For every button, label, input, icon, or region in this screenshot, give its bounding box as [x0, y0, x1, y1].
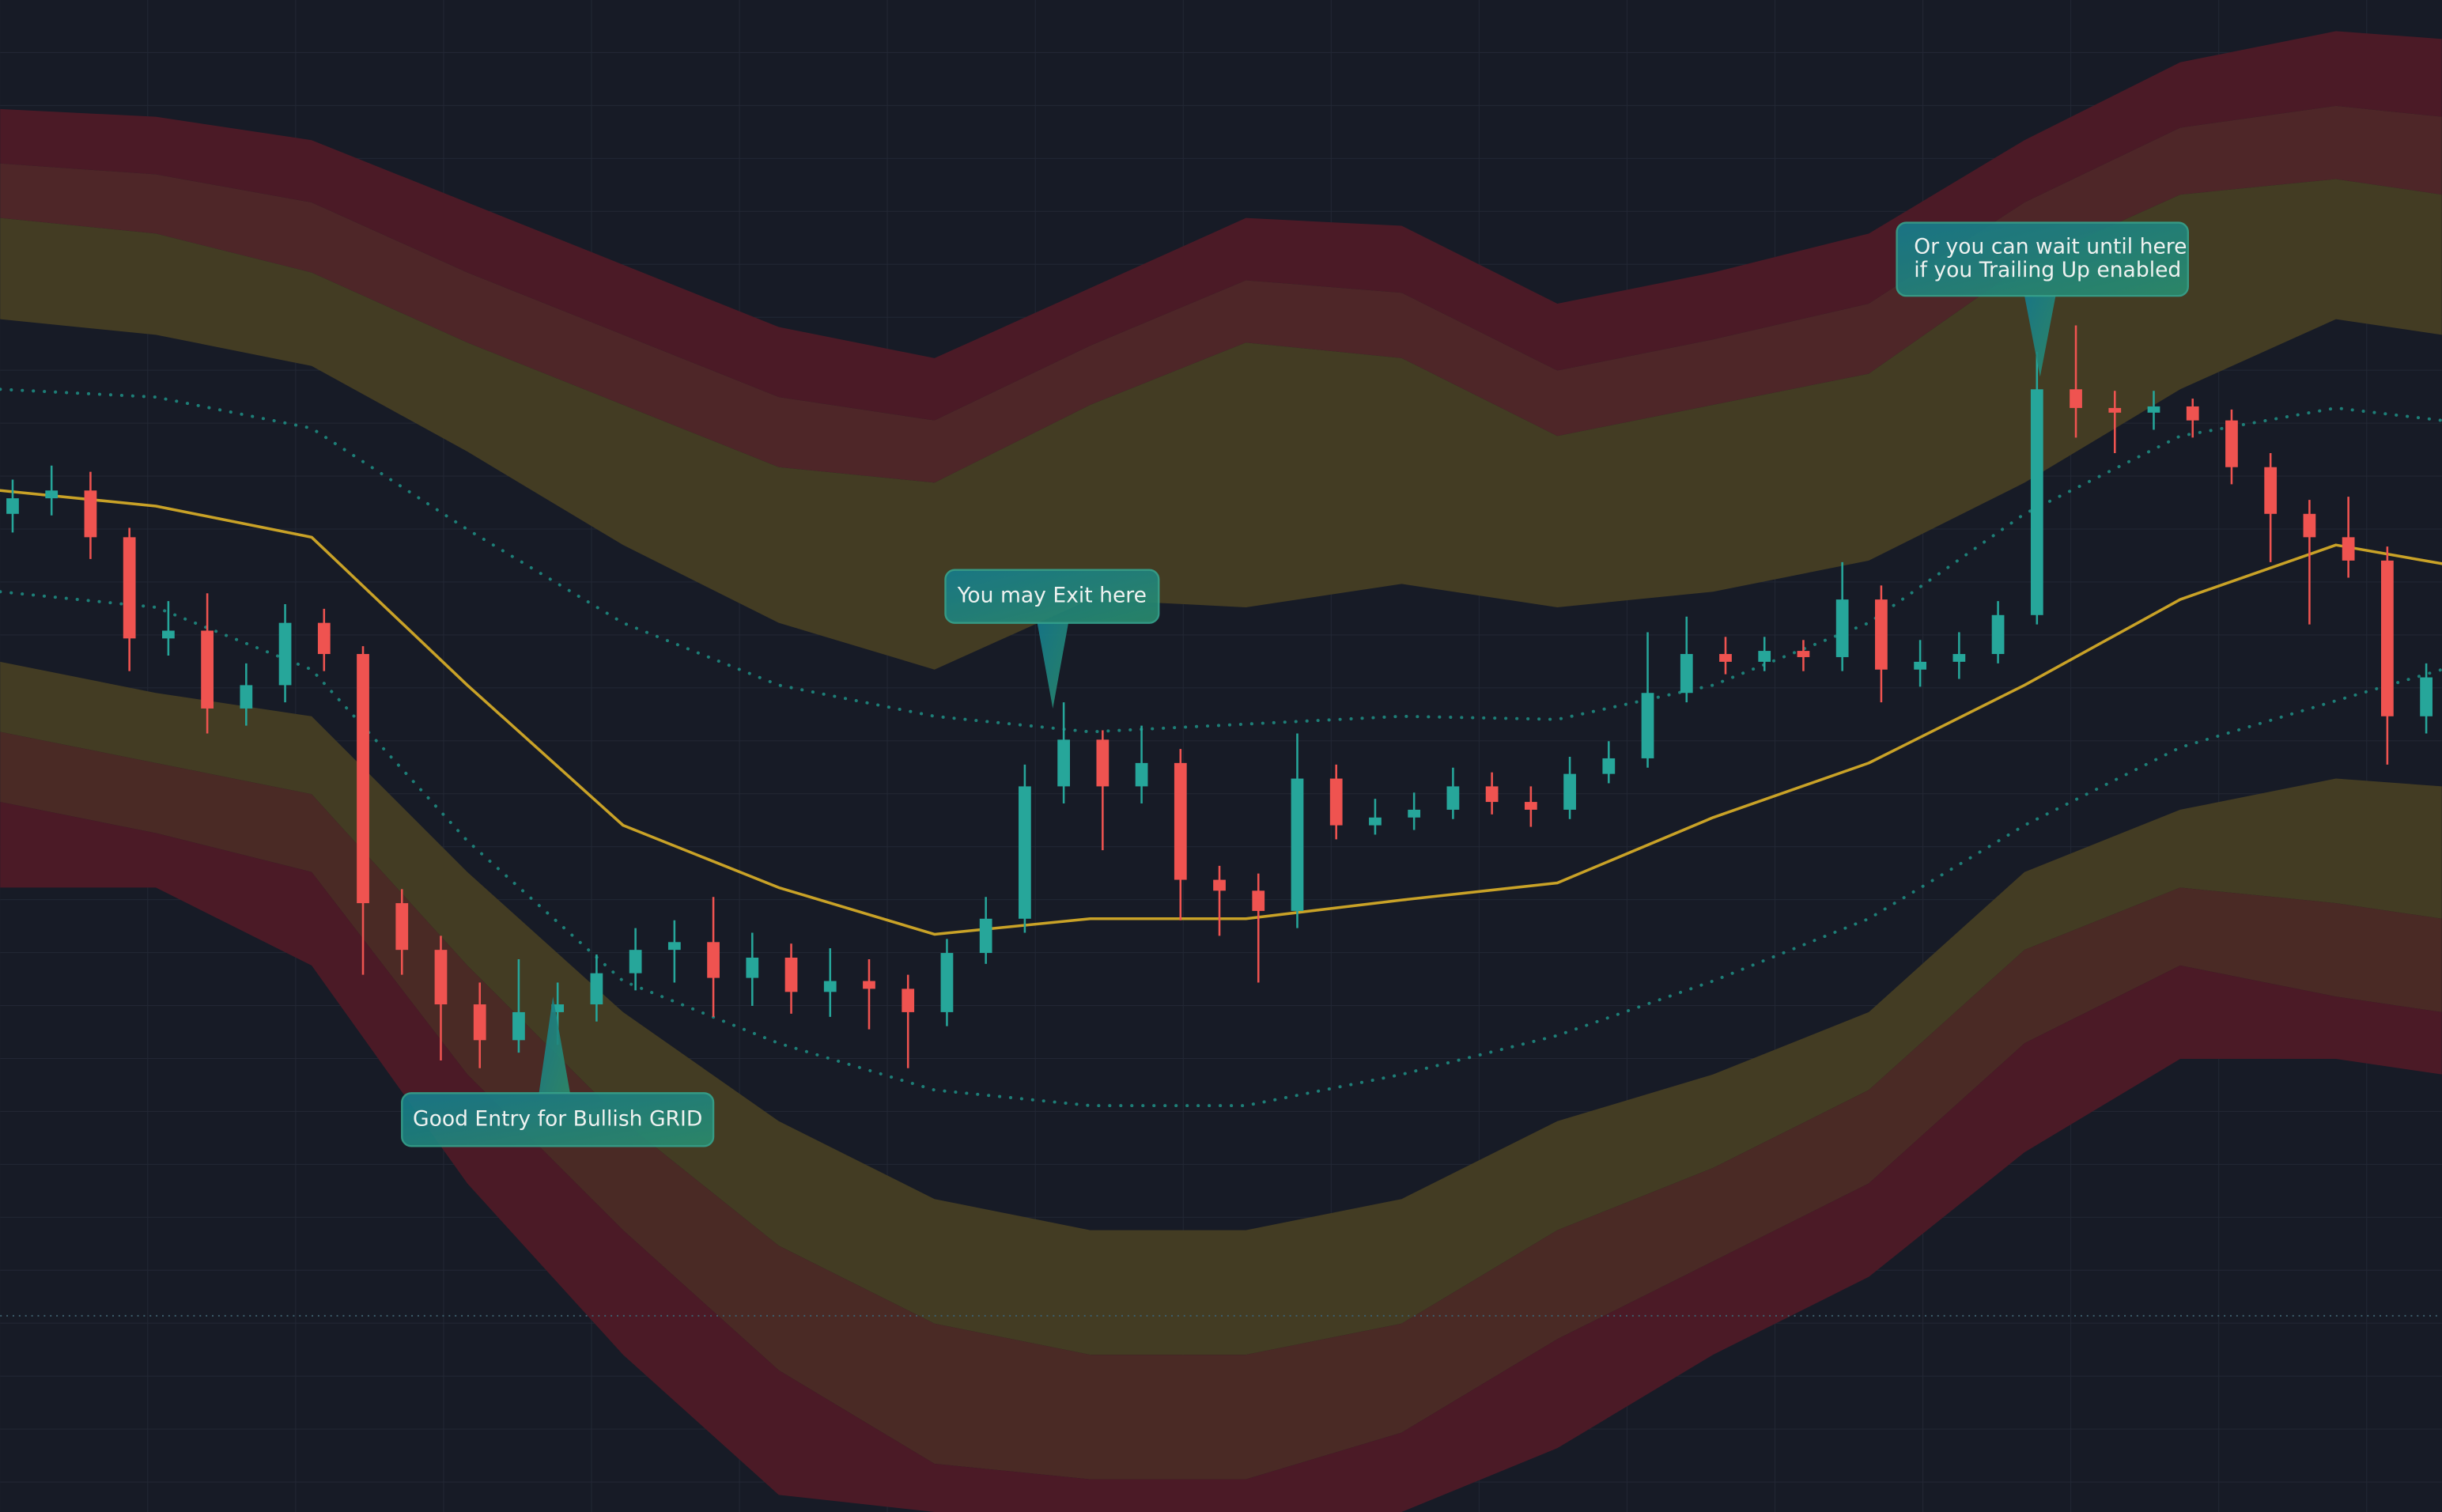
candle-body — [162, 630, 175, 639]
candle-body — [1797, 651, 1810, 657]
candle-body — [1485, 786, 1499, 803]
candle-body — [590, 973, 603, 1005]
band-area — [0, 661, 2442, 1355]
candle-body — [278, 622, 292, 686]
band-area — [0, 31, 2442, 421]
candle-body — [1563, 773, 1576, 810]
callout-text: if you Trailing Up enabled — [1914, 258, 2181, 282]
callout-pointer — [2024, 296, 2056, 377]
candle-body — [434, 950, 448, 1005]
candle-body — [1369, 817, 1382, 826]
candle-body — [1291, 778, 1304, 911]
candle-body — [357, 654, 369, 904]
candle-body — [1914, 661, 1927, 670]
candle-body — [823, 981, 837, 992]
lines — [0, 387, 2442, 1317]
candle-body — [2303, 513, 2316, 538]
callout-box — [1896, 221, 2189, 297]
candle-body — [1680, 654, 1693, 694]
candle-body — [940, 953, 954, 1012]
candle-body — [1057, 739, 1070, 787]
candle-body — [1602, 758, 1616, 774]
candle-body — [667, 942, 681, 951]
candle-body — [863, 981, 875, 989]
candle-body — [1019, 786, 1031, 919]
candle-body — [2070, 389, 2082, 408]
candle-body — [123, 537, 136, 639]
candle-body — [317, 622, 331, 655]
candle-body — [2147, 406, 2160, 413]
candle-body — [551, 1004, 565, 1012]
candle-body — [84, 490, 97, 538]
candle-body — [2030, 389, 2043, 615]
callout-text: Or you can wait until here — [1914, 235, 2187, 259]
candle-body — [1135, 762, 1148, 787]
candles — [6, 325, 2433, 1068]
candle-body — [395, 903, 409, 951]
candle-body — [512, 1011, 525, 1041]
candle-body — [1174, 762, 1187, 880]
callout: Good Entry for Bullish GRID — [401, 996, 715, 1147]
candle-body — [979, 918, 992, 954]
band-area — [0, 105, 2442, 483]
candle-body — [1641, 693, 1654, 758]
callout-pointer — [1037, 622, 1069, 709]
candle-body — [473, 1004, 486, 1041]
candle-body — [1758, 651, 1771, 662]
candle-body — [1719, 654, 1732, 662]
candle-body — [2420, 677, 2433, 716]
candle-body — [746, 957, 759, 978]
band-area — [0, 731, 2442, 1480]
band-area — [0, 802, 2442, 1512]
candle-body — [902, 988, 915, 1012]
candle-body — [1952, 654, 1966, 662]
callout-box — [401, 1092, 715, 1147]
candle-body — [784, 957, 798, 992]
line-series — [0, 489, 2442, 936]
line-series — [0, 590, 2442, 1108]
candle-body — [45, 490, 59, 499]
candle-body — [1524, 802, 1537, 810]
candle-body — [2225, 420, 2238, 467]
candle-body — [1096, 739, 1109, 787]
candle-body — [2108, 407, 2122, 413]
candle-body — [1446, 786, 1460, 810]
bands — [0, 31, 2442, 1512]
annotations: Good Entry for Bullish GRID You may Exit … — [401, 221, 2189, 1147]
candle-body — [6, 498, 19, 514]
callout: You may Exit here — [944, 569, 1160, 709]
callout-box — [944, 569, 1160, 624]
candle-body — [1875, 599, 1888, 670]
callout-pointer — [539, 996, 570, 1094]
candle-body — [1252, 890, 1265, 911]
candle-body — [2264, 467, 2278, 514]
candle-body — [240, 685, 253, 709]
candle-body — [201, 630, 214, 709]
callout-text: Good Entry for Bullish GRID — [413, 1106, 702, 1131]
candle-body — [1408, 809, 1421, 818]
candle-body — [2380, 560, 2394, 716]
callout-text: You may Exit here — [957, 584, 1147, 608]
candle-body — [2186, 406, 2199, 421]
candle-body — [629, 950, 642, 973]
band-area — [0, 179, 2442, 670]
candle-body — [1329, 778, 1343, 826]
candle-body — [1991, 614, 2005, 655]
candle-body — [2342, 537, 2355, 561]
candle-body — [1835, 599, 1849, 657]
candle-body — [707, 942, 720, 978]
candle-body — [1213, 879, 1226, 891]
